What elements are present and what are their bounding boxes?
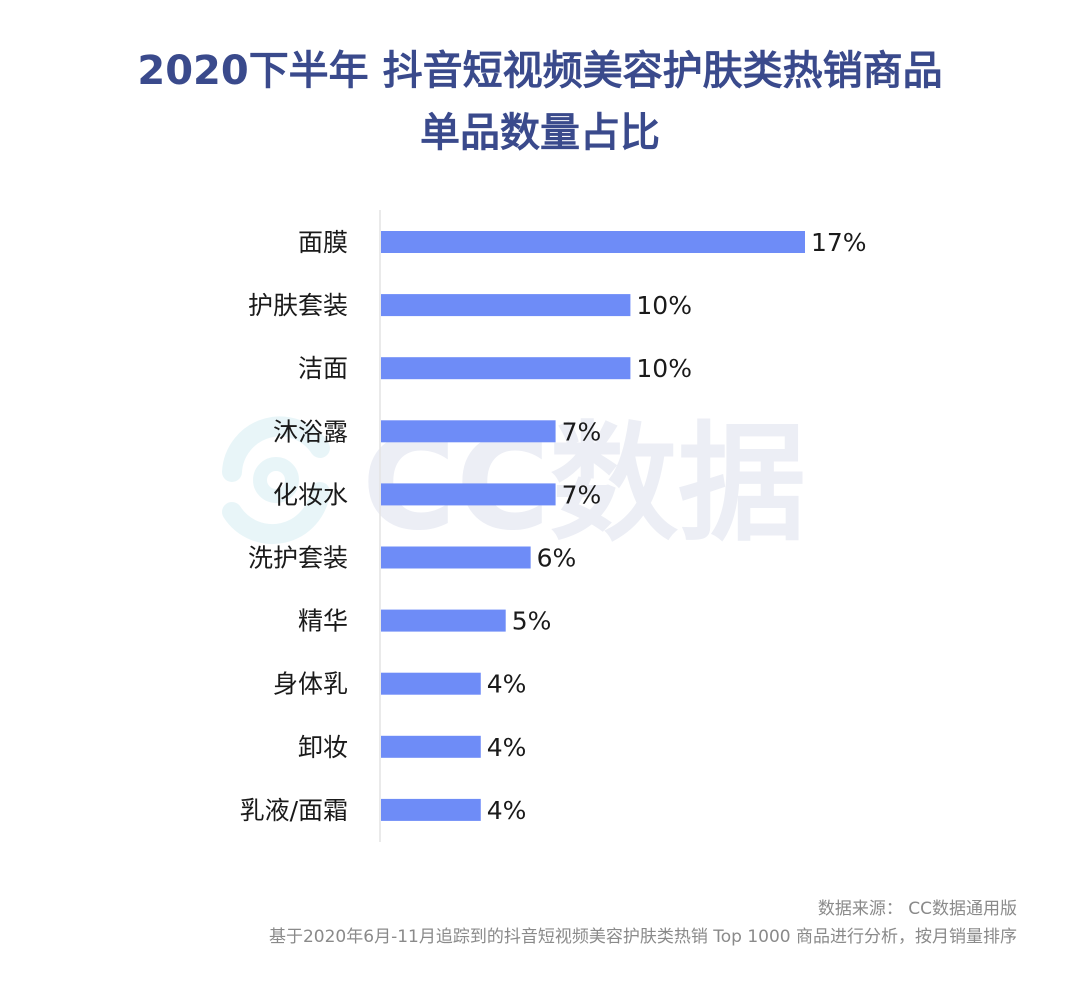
- bar: [381, 735, 481, 758]
- bar: [381, 546, 531, 569]
- value-label: 4%: [487, 733, 527, 762]
- category-label: 化妆水: [273, 480, 348, 509]
- footer: 数据来源： CC数据通用版 基于2020年6月-11月追踪到的抖音短视频美容护肤…: [269, 895, 1017, 951]
- bar: [381, 798, 481, 821]
- value-label: 4%: [487, 796, 527, 825]
- value-label: 10%: [636, 291, 692, 320]
- chart-title-line1: 2020下半年 抖音短视频美容护肤类热销商品: [137, 48, 943, 94]
- bar: [381, 231, 805, 253]
- value-label: 17%: [811, 228, 867, 257]
- category-label: 沐浴露: [273, 417, 348, 446]
- bar: [381, 609, 506, 632]
- data-source: 数据来源： CC数据通用版: [817, 899, 1017, 919]
- bar: [381, 672, 481, 695]
- bar-chart: 面膜 17% 护肤套装 10% 洁面 10% 沐浴露 7% 化妆水 7% 洗护套装 6% 精华 5% 身体乳…: [240, 210, 867, 842]
- chart-rows: 面膜 17% 护肤套装 10% 洁面 10% 沐浴露 7% 化妆水 7% 洗护套装 6% 精华 5% 身体乳…: [240, 228, 867, 825]
- value-label: 10%: [636, 354, 692, 383]
- category-label: 卸妆: [298, 733, 348, 762]
- category-label: 身体乳: [273, 670, 348, 699]
- bar: [381, 294, 631, 317]
- category-label: 洁面: [298, 354, 348, 383]
- category-label: 精华: [298, 607, 348, 636]
- value-label: 7%: [562, 417, 602, 446]
- bar: [381, 483, 556, 506]
- chart-title-line2: 单品数量占比: [420, 110, 660, 156]
- cc-logo-icon: [222, 416, 330, 544]
- category-label: 面膜: [298, 228, 348, 257]
- category-label: 洗护套装: [248, 544, 348, 573]
- value-label: 5%: [512, 607, 552, 636]
- methodology-note: 基于2020年6月-11月追踪到的抖音短视频美容护肤类热销 Top 1000 商…: [268, 927, 1017, 947]
- bar: [381, 420, 556, 443]
- bar: [381, 357, 631, 380]
- chart-title: 2020下半年 抖音短视频美容护肤类热销商品 单品数量占比: [0, 40, 1080, 164]
- value-label: 6%: [537, 544, 577, 573]
- category-label: 护肤套装: [248, 291, 348, 320]
- value-label: 7%: [562, 480, 602, 509]
- category-label: 乳液/面霜: [240, 796, 348, 825]
- value-label: 4%: [487, 670, 527, 699]
